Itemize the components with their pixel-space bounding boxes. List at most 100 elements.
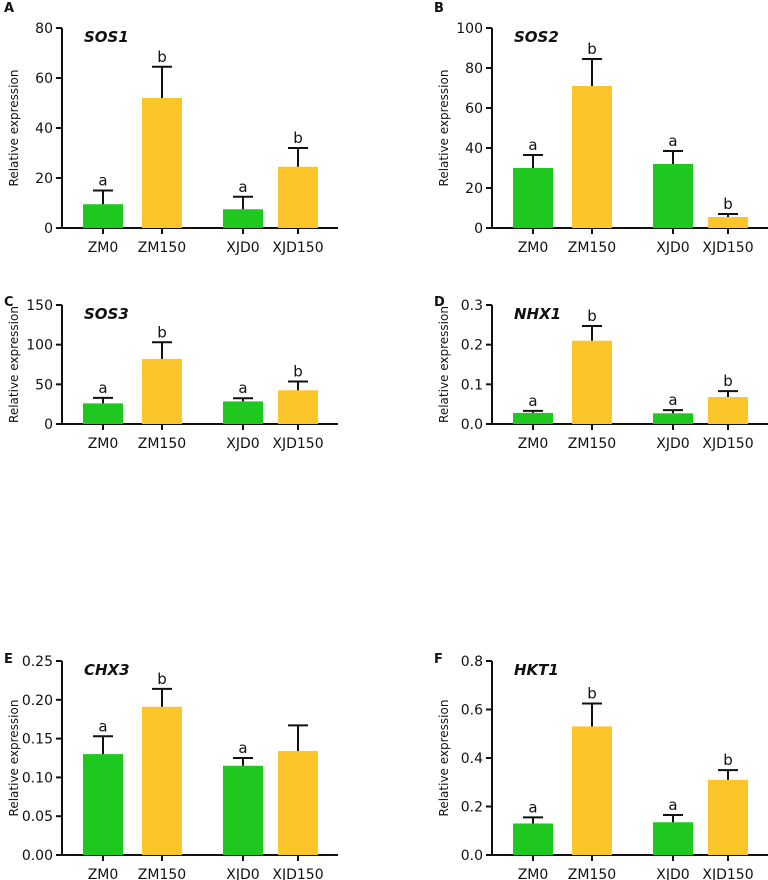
y-tick-label: 0.3 xyxy=(461,298,483,314)
y-tick-label: 0.15 xyxy=(22,732,53,748)
panel-letter: F xyxy=(434,652,443,667)
x-tick-label: XJD150 xyxy=(702,240,753,256)
x-tick-label: ZM0 xyxy=(518,867,549,880)
panel-letter: A xyxy=(4,1,14,16)
x-tick-label: XJD0 xyxy=(656,240,689,256)
bar-xjd150 xyxy=(708,779,748,855)
bar-zm150 xyxy=(142,706,182,855)
x-tick-label: ZM0 xyxy=(88,240,119,256)
bar-zm150 xyxy=(142,98,182,228)
significance-letter: b xyxy=(293,363,303,381)
significance-letter: b xyxy=(587,684,597,702)
significance-letter: b xyxy=(723,372,733,390)
y-tick-label: 0.0 xyxy=(461,848,483,864)
y-tick-label: 20 xyxy=(465,181,483,197)
bar-xjd0 xyxy=(223,209,263,228)
y-tick-label: 80 xyxy=(35,21,53,37)
significance-letter: b xyxy=(723,195,733,213)
x-tick-label: XJD0 xyxy=(656,436,689,452)
significance-letter: b xyxy=(723,751,733,769)
y-tick-label: 0.00 xyxy=(22,848,53,864)
bar-zm150 xyxy=(572,340,612,424)
gene-title: HKT1 xyxy=(514,661,559,679)
bar-zm0 xyxy=(83,204,123,228)
x-tick-label: ZM150 xyxy=(568,240,616,256)
bar-xjd150 xyxy=(278,166,318,228)
significance-letter: a xyxy=(238,178,247,196)
y-tick-label: 0.2 xyxy=(461,800,483,816)
significance-letter: b xyxy=(293,129,303,147)
bar-zm0 xyxy=(513,412,553,424)
x-tick-label: ZM0 xyxy=(518,436,549,452)
panel-letter: D xyxy=(434,295,445,310)
x-tick-label: ZM0 xyxy=(88,867,119,880)
x-tick-label: ZM150 xyxy=(568,436,616,452)
y-tick-label: 0.05 xyxy=(22,809,53,825)
significance-letter: a xyxy=(668,796,677,814)
y-tick-label: 40 xyxy=(35,121,53,137)
y-axis-label: Relative expression xyxy=(437,306,451,423)
panel-b: B SOS2 Relative expression 0 20 40 60 80 100 ZM0 a… xyxy=(434,1,768,256)
significance-letter: b xyxy=(157,48,167,66)
significance-letter: a xyxy=(668,132,677,150)
y-axis-label: Relative expression xyxy=(7,70,21,187)
x-tick-label: ZM150 xyxy=(138,867,186,880)
y-axis-label: Relative expression xyxy=(437,700,451,817)
bar-xjd0 xyxy=(653,822,693,855)
y-tick-label: 0 xyxy=(474,221,483,237)
x-tick-label: ZM150 xyxy=(568,867,616,880)
panel-a: A SOS1 Relative expression 0 20 40 60 80 ZM0 a ZM1… xyxy=(4,1,338,256)
y-tick-label: 0.10 xyxy=(22,770,53,786)
y-tick-label: 0 xyxy=(44,221,53,237)
bar-zm150 xyxy=(142,358,182,424)
x-tick-label: XJD150 xyxy=(272,867,323,880)
panel-f: F HKT1 Relative expression 0.0 0.2 0.4 0.6 0.8 Z… xyxy=(434,652,768,880)
gene-title: SOS1 xyxy=(84,28,129,46)
significance-letter: a xyxy=(238,739,247,757)
y-tick-label: 0.25 xyxy=(22,654,53,670)
panel-c: C SOS3 Relative expression 0 50 100 150 ZM0 a ZM1… xyxy=(4,295,338,452)
x-tick-label: ZM150 xyxy=(138,240,186,256)
significance-letter: a xyxy=(98,172,107,190)
y-tick-label: 0.2 xyxy=(461,338,483,354)
significance-letter: a xyxy=(528,136,537,154)
x-tick-label: XJD150 xyxy=(702,436,753,452)
significance-letter: a xyxy=(528,798,537,816)
x-tick-label: XJD0 xyxy=(226,240,259,256)
bar-xjd0 xyxy=(223,765,263,855)
bar-xjd150 xyxy=(278,751,318,855)
bar-zm0 xyxy=(83,403,123,424)
y-tick-label: 100 xyxy=(26,338,53,354)
significance-letter: b xyxy=(157,323,167,341)
y-tick-label: 0.0 xyxy=(461,417,483,433)
y-tick-label: 0.6 xyxy=(461,703,483,719)
x-tick-label: XJD150 xyxy=(272,240,323,256)
x-tick-label: XJD150 xyxy=(272,436,323,452)
x-tick-label: XJD0 xyxy=(226,436,259,452)
gene-title: SOS2 xyxy=(514,28,559,46)
significance-letter: a xyxy=(238,379,247,397)
panel-d: D NHX1 Relative expression 0.0 0.1 0.2 0.3 ZM0 a… xyxy=(434,295,768,452)
bar-xjd150 xyxy=(278,390,318,424)
significance-letter: a xyxy=(668,391,677,409)
y-axis-label: Relative expression xyxy=(7,700,21,817)
bar-zm0 xyxy=(513,823,553,855)
panel-letter: E xyxy=(4,652,13,667)
bar-xjd0 xyxy=(223,401,263,424)
panel-letter: B xyxy=(434,1,444,16)
panel-letter: C xyxy=(4,295,14,310)
y-tick-label: 80 xyxy=(465,61,483,77)
gene-title: CHX3 xyxy=(84,661,130,679)
y-tick-label: 0 xyxy=(44,417,53,433)
gene-title: NHX1 xyxy=(514,305,561,323)
bar-xjd0 xyxy=(653,164,693,228)
significance-letter: b xyxy=(587,307,597,325)
significance-letter: a xyxy=(98,379,107,397)
x-tick-label: XJD150 xyxy=(702,867,753,880)
y-tick-label: 50 xyxy=(35,377,53,393)
bar-zm150 xyxy=(572,86,612,228)
gene-title: SOS3 xyxy=(84,305,129,323)
y-tick-label: 150 xyxy=(26,298,53,314)
x-tick-label: ZM0 xyxy=(88,436,119,452)
